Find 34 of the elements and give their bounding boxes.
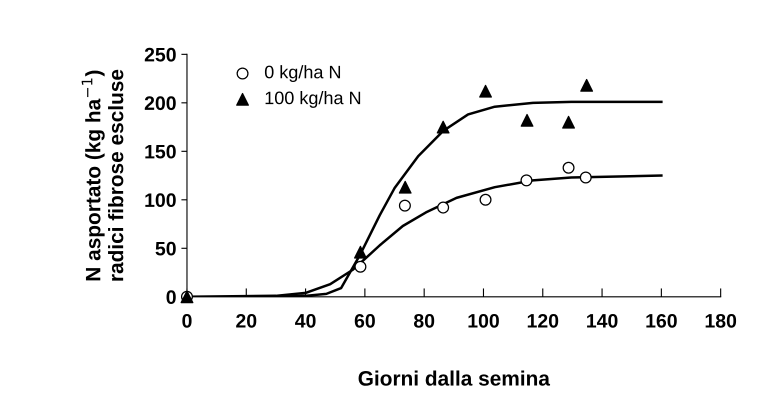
point [520, 174, 532, 186]
point [437, 202, 450, 214]
point [520, 114, 534, 127]
y-axis-title: N asportato (kg ha$^{−1}$) radici fibrose escluse [82, 70, 124, 281]
legend-label: 0 kg/ha N [264, 65, 340, 82]
x-tick-label: 100 [468, 314, 499, 328]
point [354, 260, 366, 273]
y-tick-label: 150 [145, 144, 176, 159]
x-tick-label: 40 [295, 314, 316, 328]
x-tick-label: 180 [706, 314, 736, 328]
point [479, 84, 492, 98]
point [480, 194, 492, 206]
x-tick-label: 140 [587, 314, 618, 328]
legend-label: 100 kg/ha N [266, 91, 360, 108]
y-tick-label: 50 [156, 242, 176, 256]
y-tick-label: 0 [166, 290, 176, 304]
x-tick-label: 160 [646, 314, 677, 328]
y-tick-label: 100 [145, 193, 176, 208]
x-tick-label: 20 [236, 314, 256, 328]
point [436, 120, 450, 134]
point [580, 171, 592, 184]
point [354, 246, 367, 259]
x-tick-label: 80 [414, 314, 434, 328]
x-tick-label: 60 [354, 314, 375, 328]
point [562, 162, 575, 174]
x-tick-label: 0 [182, 314, 192, 328]
y-tick-label: 200 [144, 96, 176, 110]
point [398, 180, 412, 194]
point [580, 78, 594, 92]
x-tick-label: 120 [528, 314, 558, 328]
x-axis-title: Giorni dalla semina [358, 370, 550, 386]
y-tick-label: 250 [144, 48, 176, 62]
point [398, 200, 411, 212]
point [562, 116, 575, 129]
